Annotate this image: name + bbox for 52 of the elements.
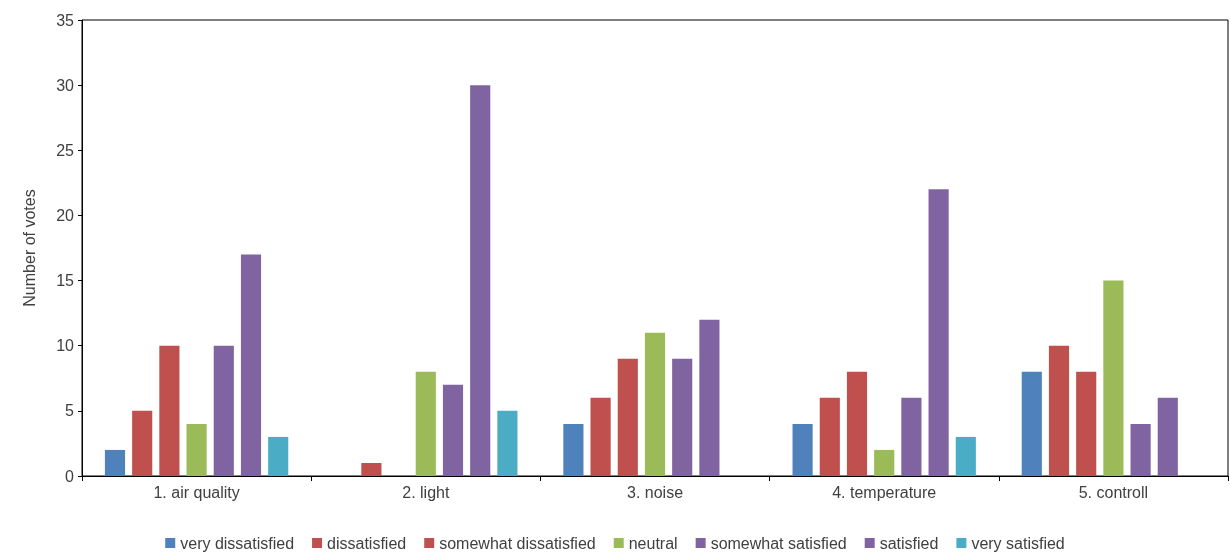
- x-tick-label: 4. temperature: [832, 483, 937, 501]
- bar: [104, 449, 126, 476]
- bar: [213, 345, 234, 476]
- bar: [415, 371, 436, 476]
- bar: [1157, 397, 1178, 476]
- bar: [361, 462, 382, 476]
- bar: [672, 358, 693, 476]
- bar: [470, 85, 491, 476]
- legend-label: somewhat satisfied: [710, 534, 847, 552]
- y-tick-label: 20: [56, 206, 75, 224]
- bar: [792, 423, 813, 476]
- y-axis-title: Number of votes: [20, 189, 38, 307]
- bar: [132, 410, 153, 476]
- bar: [240, 254, 262, 476]
- legend-label: somewhat dissatisfied: [439, 534, 596, 552]
- bar: [819, 397, 840, 476]
- bar: [563, 423, 584, 476]
- y-tick-label: 10: [56, 337, 75, 355]
- y-tick-label: 5: [65, 402, 75, 420]
- bar: [846, 371, 868, 476]
- bar: [1076, 371, 1097, 476]
- legend-label: satisfied: [879, 534, 939, 552]
- bar: [268, 436, 289, 476]
- bar: [497, 410, 518, 476]
- bar: [617, 358, 638, 476]
- y-tick-label: 15: [56, 272, 75, 290]
- bar: [442, 384, 464, 476]
- legend-label: neutral: [628, 534, 678, 552]
- y-tick-label: 30: [56, 76, 75, 94]
- x-tick-label: 3. noise: [626, 483, 684, 501]
- bar: [186, 423, 207, 476]
- y-tick-label: 0: [65, 467, 75, 485]
- bar: [928, 189, 949, 476]
- bar: [1021, 371, 1042, 476]
- legend-label: very dissatisfied: [180, 534, 295, 552]
- bar: [901, 397, 922, 476]
- x-tick-label: 1. air quality: [153, 483, 240, 501]
- x-tick-label: 2. light: [402, 483, 450, 501]
- bar: [1048, 345, 1070, 476]
- legend-label: very satisfied: [971, 534, 1065, 552]
- bar: [699, 319, 720, 476]
- bar: [874, 449, 895, 476]
- y-tick-label: 35: [56, 11, 75, 29]
- bar: [1130, 423, 1151, 476]
- bar: [159, 345, 180, 476]
- x-tick-label: 5. controll: [1078, 483, 1149, 501]
- legend-label: dissatisfied: [327, 534, 407, 552]
- bar: [1103, 280, 1124, 476]
- bar: [955, 436, 976, 476]
- bar: [644, 332, 666, 476]
- y-tick-label: 25: [56, 141, 75, 159]
- bar: [590, 397, 611, 476]
